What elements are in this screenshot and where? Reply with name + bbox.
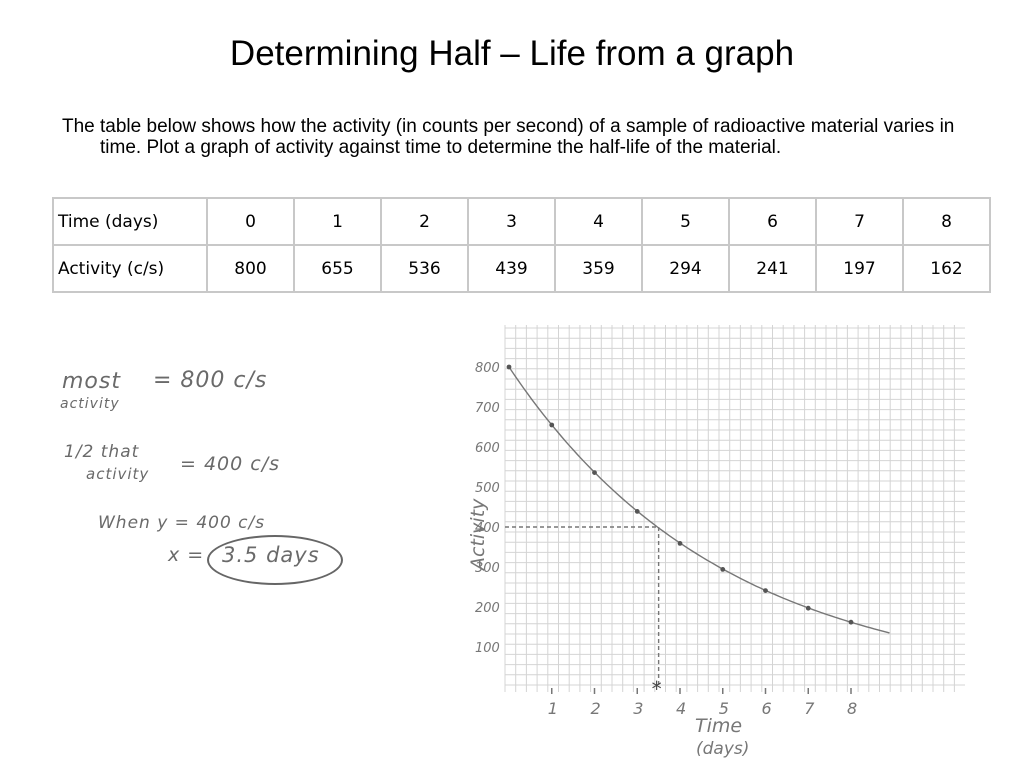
time-cell: 5 [641,197,730,246]
fit-curve-group [508,366,890,634]
data-points [506,364,854,625]
data-point [720,567,726,572]
data-point [677,541,683,546]
data-point [634,509,640,514]
activity-cell: 359 [554,244,643,293]
activity-cell: 800 [206,244,295,293]
x-tick-label: 3 [633,699,643,718]
half-life-guide: * [505,526,662,701]
note-x-equals: x = [168,544,205,566]
data-point [763,588,768,593]
activity-cell: 197 [815,244,904,293]
half-life-star-marker: * [652,677,662,701]
page-title: Determining Half – Life from a graph [229,34,795,73]
activity-cell: 536 [380,244,469,293]
data-point [506,364,512,370]
time-cell: 6 [728,197,817,246]
x-tick-label: 7 [804,699,815,718]
data-point [848,619,854,625]
x-tick-label: 5 [719,699,729,718]
activity-cell: 439 [467,244,556,293]
data-table: Time (days) 0 1 2 3 4 5 6 7 8 Activity (… [52,197,991,293]
y-tick-label: 600 [475,441,500,456]
note-half-that: 1/2 that [64,442,140,462]
activity-cell: 162 [902,244,991,293]
time-cell: 7 [815,197,904,246]
graph-grid [504,325,965,692]
time-cell: 1 [293,197,382,246]
data-point [805,605,811,611]
time-cell: 8 [902,197,991,246]
x-tick-label: 2 [591,699,601,718]
x-tick-label: 1 [548,699,558,718]
note-equals-800: = 800 c/s [153,368,268,393]
row-header-time: Time (days) [52,197,208,246]
table-row-activity: Activity (c/s) 800 655 536 439 359 294 2… [52,244,991,293]
note-equals-400: = 400 c/s [180,453,281,475]
intro-paragraph: The table below shows how the activity (… [62,116,955,158]
axis-labels: Activity Time(days) [467,498,749,759]
y-axis: 100 200 300 400 500 600 700 800 [475,361,500,656]
data-point [549,422,555,428]
y-tick-label: 500 [475,481,500,496]
time-cell: 3 [467,197,556,246]
x-axis-label-unit: (days) [696,739,749,759]
activity-time-graph: 100 200 300 400 500 600 700 800 1 2 3 4 5 6 7 8 * Acti… [467,325,965,759]
y-tick-label: 400 [475,521,500,536]
fit-curve [508,366,890,634]
note-answer: 3.5 days [222,543,320,567]
data-point [592,470,597,475]
row-header-activity: Activity (c/s) [52,244,208,293]
x-tick-label: 6 [762,699,772,718]
activity-cell: 655 [293,244,382,293]
time-cell: 0 [206,197,295,246]
x-axis: 1 2 3 4 5 6 7 8 [548,688,857,718]
y-tick-label: 200 [475,601,500,616]
activity-cell: 241 [728,244,817,293]
note-activity-2: activity [86,465,150,483]
table-row-time: Time (days) 0 1 2 3 4 5 6 7 8 [52,197,991,246]
x-axis-label: Time [695,715,742,737]
x-tick-label: 8 [847,699,857,718]
activity-cell: 294 [641,244,730,293]
note-when-y: When y = 400 c/s [98,513,266,533]
time-cell: 4 [554,197,643,246]
y-tick-label: 100 [475,641,500,656]
note-activity-1: activity [60,396,120,412]
note-most: most [62,369,121,394]
y-tick-label: 300 [475,561,500,576]
x-tick-label: 4 [676,699,686,718]
answer-circle [207,535,343,585]
y-axis-label: Activity [467,498,489,572]
time-cell: 2 [380,197,469,246]
y-tick-label: 800 [475,361,500,376]
y-tick-label: 700 [475,401,500,416]
